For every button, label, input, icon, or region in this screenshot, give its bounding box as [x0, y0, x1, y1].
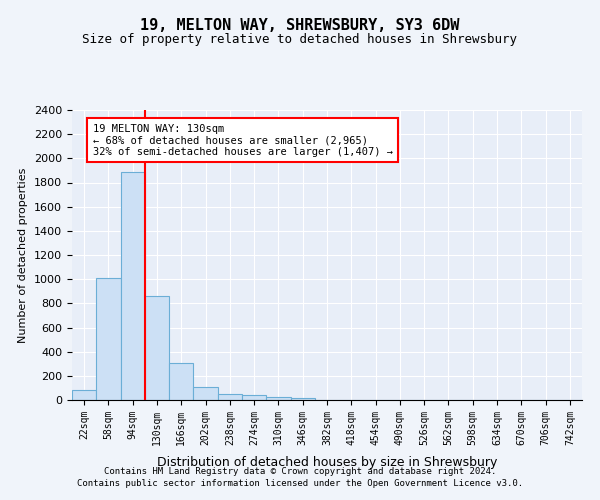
- Text: Contains HM Land Registry data © Crown copyright and database right 2024.: Contains HM Land Registry data © Crown c…: [104, 467, 496, 476]
- Text: 19, MELTON WAY, SHREWSBURY, SY3 6DW: 19, MELTON WAY, SHREWSBURY, SY3 6DW: [140, 18, 460, 32]
- Text: Size of property relative to detached houses in Shrewsbury: Size of property relative to detached ho…: [83, 32, 517, 46]
- Bar: [193, 386, 218, 400]
- Bar: [121, 172, 145, 400]
- Y-axis label: Number of detached properties: Number of detached properties: [19, 168, 28, 342]
- Bar: [145, 296, 169, 400]
- Bar: [72, 390, 96, 400]
- Bar: [96, 278, 121, 400]
- Bar: [169, 362, 193, 400]
- Text: 19 MELTON WAY: 130sqm
← 68% of detached houses are smaller (2,965)
32% of semi-d: 19 MELTON WAY: 130sqm ← 68% of detached …: [92, 124, 392, 157]
- Bar: [218, 394, 242, 400]
- Bar: [290, 398, 315, 400]
- Text: Contains public sector information licensed under the Open Government Licence v3: Contains public sector information licen…: [77, 478, 523, 488]
- Bar: [242, 395, 266, 400]
- Bar: [266, 397, 290, 400]
- X-axis label: Distribution of detached houses by size in Shrewsbury: Distribution of detached houses by size …: [157, 456, 497, 469]
